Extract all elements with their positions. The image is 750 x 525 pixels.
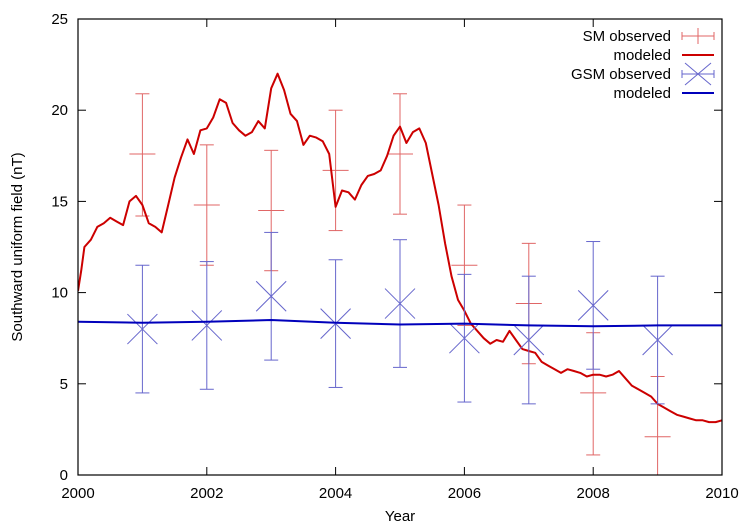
data-point [449,273,480,403]
legend-label: modeled [613,47,671,64]
data-point [577,241,609,370]
data-point [387,93,413,215]
data-point [193,144,220,266]
data-point [129,93,156,217]
x-tick-label: 2010 [705,485,738,502]
y-tick-label: 15 [51,193,68,210]
x-tick-label: 2004 [319,485,352,502]
cross-marker [577,290,609,321]
data-point [255,231,287,361]
legend-label: GSM observed [571,66,671,83]
y-tick-label: 20 [51,102,68,119]
x-tick-label: 2006 [448,485,481,502]
series-line [78,72,722,424]
cross-marker [449,322,480,354]
y-tick-label: 5 [60,376,68,393]
y-tick-label: 0 [60,467,68,484]
data-point [127,264,158,394]
series-line [78,319,722,328]
data-layer [78,72,722,475]
cross-marker [384,288,416,319]
x-tick-label: 2008 [577,485,610,502]
legend: SM observed modeled GSM observed modeled [571,28,715,102]
legend-swatch-marker [684,62,712,86]
x-axis-title: Year [385,508,415,525]
axes-layer: 2000 2002 2004 2006 2008 2010 0 5 10 15 20 25 [51,11,738,502]
data-point [642,275,673,405]
legend-label: modeled [613,85,671,102]
legend-label: SM observed [583,28,671,45]
data-point [191,261,223,390]
plot-frame [77,18,723,476]
cross-marker [191,310,223,341]
cross-marker [642,324,673,356]
cross-marker [513,324,545,356]
data-point [322,109,349,232]
data-point [384,239,416,368]
x-tick-label: 2000 [61,485,94,502]
y-tick-label: 10 [51,285,68,302]
cross-marker [127,313,158,345]
data-point [513,275,545,405]
y-axis-title: Southward uniform field (nT) [9,152,26,341]
cross-marker [255,280,287,312]
x-tick-label: 2002 [190,485,223,502]
y-tick-label: 25 [51,11,68,28]
